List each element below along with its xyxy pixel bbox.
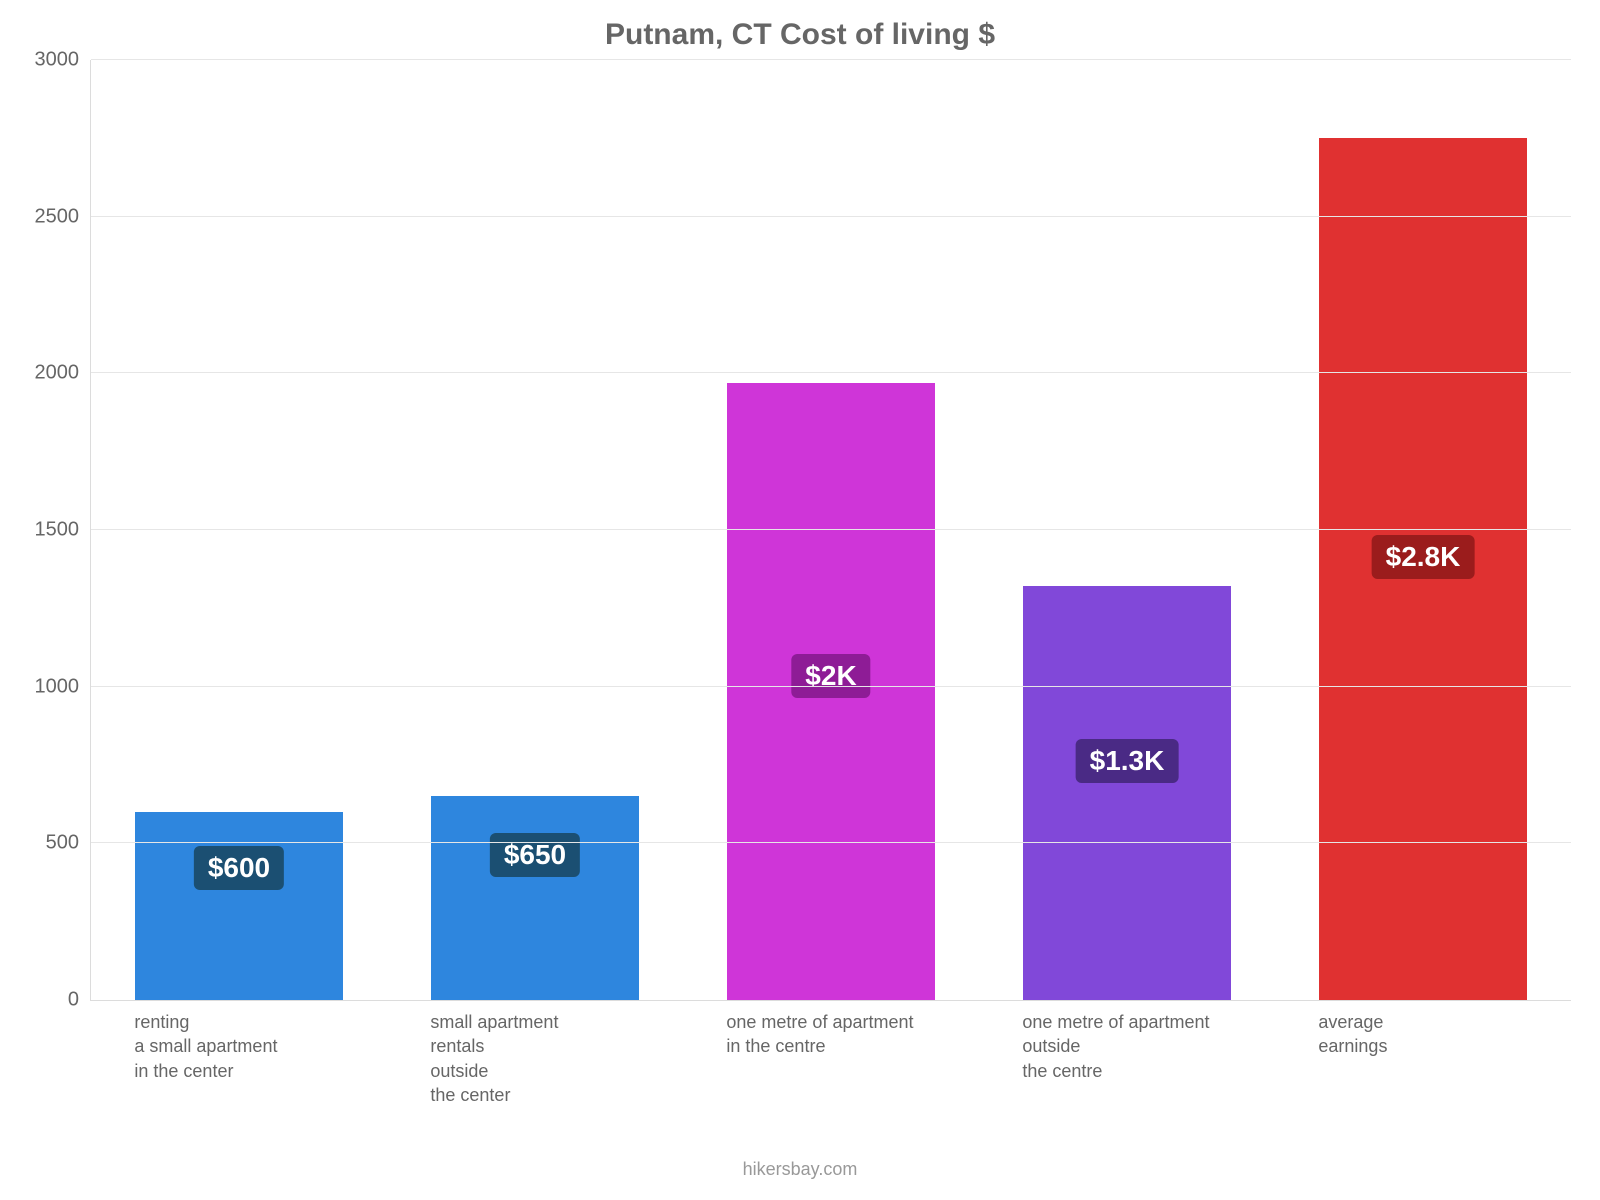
x-tick-label: small apartment rentals outside the cent… — [430, 1010, 637, 1107]
y-tick-label: 1000 — [35, 675, 92, 698]
y-tick-label: 2500 — [35, 205, 92, 228]
y-tick-label: 2000 — [35, 362, 92, 385]
grid-line — [91, 216, 1571, 217]
value-badge: $2K — [791, 654, 870, 698]
value-badge: $2.8K — [1372, 535, 1475, 579]
value-badge: $1.3K — [1076, 739, 1179, 783]
grid-line — [91, 529, 1571, 530]
bar: $2.8K — [1319, 138, 1526, 1000]
x-tick-label: renting a small apartment in the center — [134, 1010, 341, 1083]
chart-title: Putnam, CT Cost of living $ — [0, 18, 1600, 52]
y-tick-label: 1500 — [35, 519, 92, 542]
y-tick-label: 500 — [46, 832, 91, 855]
value-badge: $650 — [490, 833, 580, 877]
x-tick-label: one metre of apartment in the centre — [726, 1010, 933, 1059]
attribution: hikersbay.com — [0, 1159, 1600, 1180]
bar: $2K — [727, 383, 934, 1000]
y-tick-label: 3000 — [35, 49, 92, 72]
y-tick-label: 0 — [68, 989, 91, 1012]
value-badge: $600 — [194, 846, 284, 890]
grid-line — [91, 372, 1571, 373]
chart-container: Putnam, CT Cost of living $ $600$650$2K$… — [0, 0, 1600, 1200]
grid-line — [91, 59, 1571, 60]
grid-line — [91, 842, 1571, 843]
x-tick-label: one metre of apartment outside the centr… — [1022, 1010, 1229, 1083]
bar: $650 — [431, 796, 638, 1000]
bar: $600 — [135, 812, 342, 1000]
bars-group: $600 $650 $2K $1.3K $2.8K — [91, 60, 1571, 1000]
plot-area: $600$650$2K$1.3K$2.8K 050010001500200025… — [90, 60, 1571, 1001]
grid-line — [91, 686, 1571, 687]
bar: $1.3K — [1023, 586, 1230, 1000]
x-tick-label: average earnings — [1318, 1010, 1525, 1059]
